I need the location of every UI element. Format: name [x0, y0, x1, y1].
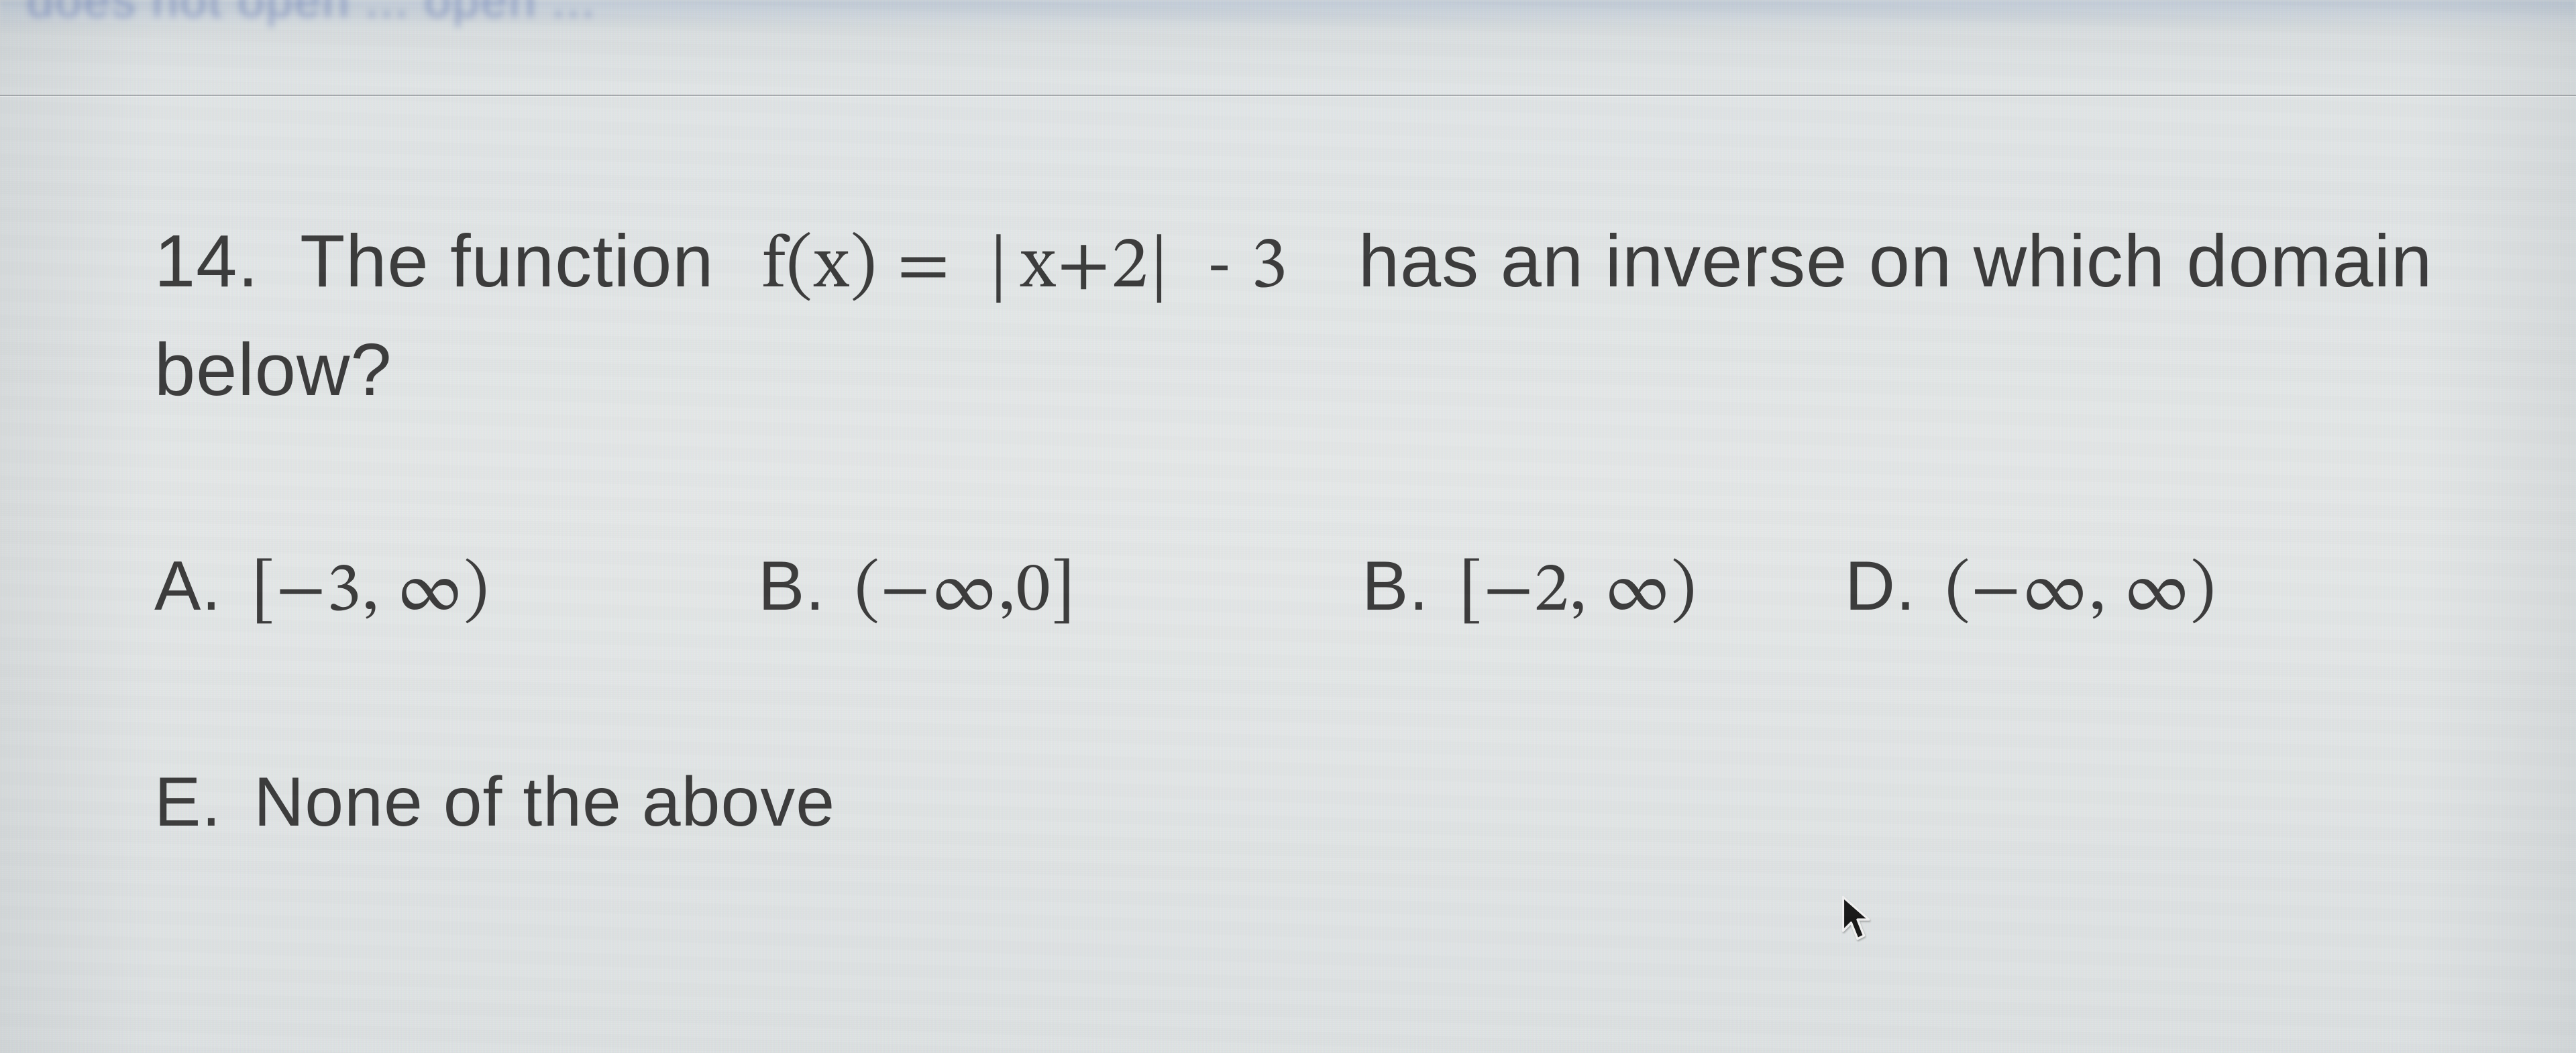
cropped-toolbar-blur-text: does not open ... open ... [27, 0, 2549, 28]
option-b-first-label: B. [758, 547, 837, 625]
question-tail: has an inverse on which domain [1326, 220, 2432, 302]
question-expression: f(x) = | x+2| - 3 [735, 231, 1305, 304]
horizontal-rule [0, 94, 2576, 97]
option-b-second[interactable]: B. [−2, ∞) [1362, 547, 1845, 635]
question-number: 14. [154, 220, 259, 302]
option-d[interactable]: D. (−∞, ∞) [1845, 547, 2216, 635]
option-b-first-value: (−∞,0] [855, 557, 1076, 626]
option-a-value: [−3, ∞) [251, 557, 490, 626]
question-line-1: 14. The function f(x) = | x+2| - 3 has a… [154, 208, 2496, 322]
option-b-first[interactable]: B. (−∞,0] [758, 547, 1362, 635]
option-a-label: A. [154, 547, 233, 625]
mouse-cursor-icon [1841, 895, 1874, 944]
option-d-label: D. [1845, 547, 1928, 625]
option-e-value: None of the above [254, 763, 835, 841]
option-b-second-label: B. [1362, 547, 1441, 625]
option-d-value: (−∞, ∞) [1945, 557, 2216, 626]
question-line-2: below? [154, 327, 2496, 412]
question-block: 14. The function f(x) = | x+2| - 3 has a… [154, 208, 2496, 842]
option-e[interactable]: E. None of the above [154, 763, 2496, 842]
option-e-label: E. [154, 763, 233, 841]
option-b-second-value: [−2, ∞) [1458, 557, 1697, 626]
question-lead: The function [300, 220, 714, 302]
options-row-1: A. [−3, ∞) B. (−∞,0] B. [−2, ∞) D. (−∞, … [154, 547, 2496, 635]
option-a[interactable]: A. [−3, ∞) [154, 547, 758, 635]
